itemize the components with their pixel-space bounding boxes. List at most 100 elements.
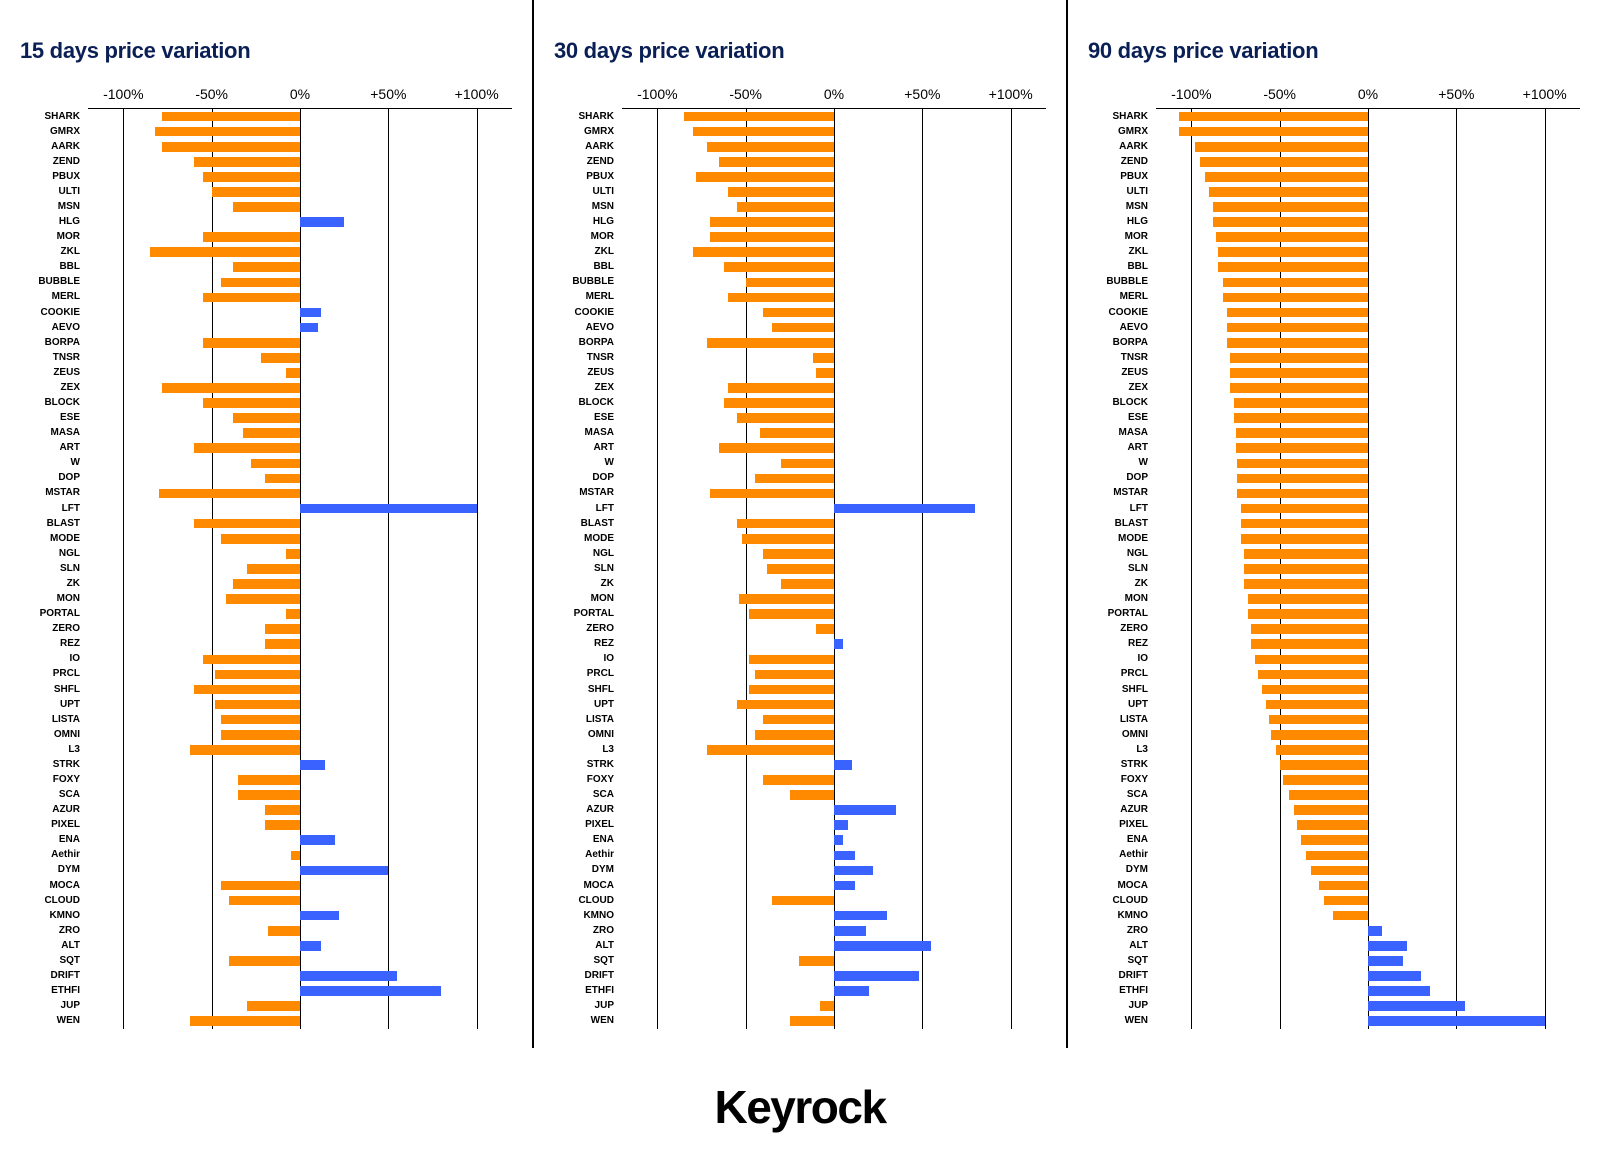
bar [1213,202,1368,212]
chart-row: SCA [622,788,1046,803]
chart-row: MON [1156,592,1580,607]
category-label: BBL [593,262,622,272]
tick-label: +100% [1523,86,1567,102]
chart-row: Aethir [88,848,512,863]
category-label: MASA [51,428,88,438]
category-label: SQT [59,956,88,966]
bar [1216,232,1368,242]
category-label: SQT [593,956,622,966]
bar [739,594,834,604]
chart-row: ULTI [622,184,1046,199]
bar [684,112,834,122]
chart-row: REZ [88,637,512,652]
bar [233,413,300,423]
bar [1241,519,1368,529]
chart-row: BORPA [622,335,1046,350]
chart-row: PBUX [622,169,1046,184]
category-label: SHARK [1112,112,1156,122]
category-label: PORTAL [40,609,88,619]
category-label: DOP [58,473,88,483]
bar [1237,474,1368,484]
category-label: FOXY [587,775,622,785]
category-label: DRIFT [585,971,622,981]
chart-row: MOR [1156,230,1580,245]
bar [229,896,300,906]
bar [755,670,835,680]
panels-row: 15 days price variation-100%-50%0%+50%+1… [0,0,1600,1048]
category-label: TNSR [587,353,622,363]
rows: SHARKGMRXAARKZENDPBUXULTIMSNHLGMORZKLBBL… [1156,109,1580,1029]
chart-row: Aethir [1156,848,1580,863]
category-label: ESE [60,413,88,423]
chart-row: ZEX [1156,380,1580,395]
chart-row: ZEND [88,154,512,169]
axis-area: -100%-50%0%+50%+100% [88,86,512,108]
bar [265,474,300,484]
chart-row: MERL [622,290,1046,305]
category-label: W [1139,458,1156,468]
bar [707,338,834,348]
category-label: MON [591,594,622,604]
chart-row: NGL [622,546,1046,561]
bar [1236,443,1369,453]
bar [719,443,834,453]
chart-row: TNSR [1156,350,1580,365]
bar [834,911,887,921]
category-label: ENA [59,835,88,845]
tick-label: +50% [904,86,940,102]
category-label: NGL [59,549,88,559]
category-label: ZKL [595,247,622,257]
category-label: PORTAL [1108,609,1156,619]
bar [781,579,834,589]
category-label: MASA [585,428,622,438]
chart-row: MSN [622,199,1046,214]
bar [834,866,873,876]
rows: SHARKGMRXAARKZENDPBUXULTIMSNHLGMORZKLBBL… [88,109,512,1029]
chart-row: ULTI [88,184,512,199]
category-label: STRK [1121,760,1156,770]
bar [261,353,300,363]
category-label: NGL [1127,549,1156,559]
chart-row: PORTAL [88,607,512,622]
category-label: MSN [1126,202,1156,212]
category-label: HLG [59,217,88,227]
bar [226,594,300,604]
bar [203,655,300,665]
category-label: BBL [59,262,88,272]
category-label: Aethir [1119,850,1156,860]
category-label: MOR [57,232,88,242]
category-label: NGL [593,549,622,559]
bar [834,986,869,996]
category-label: IO [1137,654,1156,664]
chart-row: HLG [622,215,1046,230]
chart-row: MSTAR [1156,486,1580,501]
category-label: ETHFI [51,986,88,996]
chart-row: MSTAR [622,486,1046,501]
category-label: JUP [595,1001,622,1011]
bar [300,504,477,514]
bar [755,730,835,740]
chart-row: IO [88,652,512,667]
category-label: BLAST [47,519,88,529]
chart-row: WEN [1156,1014,1580,1029]
bar [1333,911,1368,921]
category-label: ZK [601,579,622,589]
chart-row: UPT [622,697,1046,712]
chart-row: SQT [1156,953,1580,968]
category-label: GMRX [584,127,622,137]
category-label: CLOUD [578,896,622,906]
chart-row: KMNO [622,908,1046,923]
chart-area: SHARKGMRXAARKZENDPBUXULTIMSNHLGMORZKLBBL… [622,108,1046,1029]
bar [1230,368,1368,378]
chart-row: BUBBLE [88,275,512,290]
category-label: DOP [1126,473,1156,483]
bar [724,398,834,408]
category-label: MOCA [1117,881,1156,891]
chart-row: FOXY [88,772,512,787]
chart-row: LFT [88,501,512,516]
bar [1237,459,1368,469]
category-label: MERL [52,292,88,302]
bar [1234,413,1368,423]
category-label: DYM [1126,865,1156,875]
chart-row: IO [1156,652,1580,667]
